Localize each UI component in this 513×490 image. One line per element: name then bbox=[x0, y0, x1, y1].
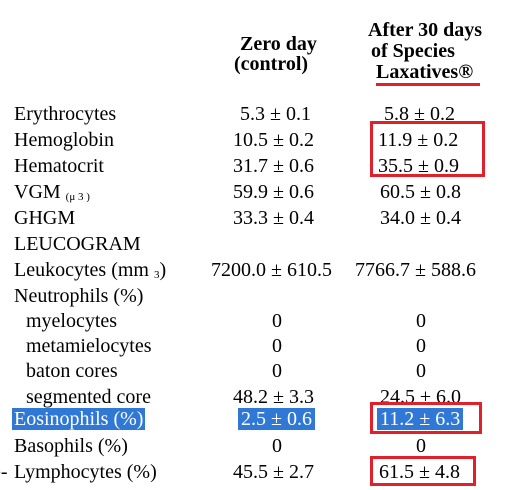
header-after-30-days: After 30 days bbox=[368, 19, 483, 41]
zero-segmented-core: 48.2 ± 3.3 bbox=[233, 386, 314, 408]
after-myelocytes: 0 bbox=[416, 310, 426, 332]
highlight-box-eosinophils bbox=[370, 402, 482, 434]
zero-lymphocytes: 45.5 ± 2.7 bbox=[233, 461, 314, 483]
row-prefix-fragment: e- bbox=[0, 461, 8, 483]
row-label-erythrocytes: Erythrocytes bbox=[14, 103, 117, 125]
zero-basophils: 0 bbox=[272, 435, 282, 457]
row-label-leukocytes-unit: 3 bbox=[153, 269, 160, 281]
zero-erythrocytes: 5.3 ± 0.1 bbox=[240, 103, 311, 125]
row-label-ghgm: GHGM bbox=[14, 207, 76, 229]
header-control: (control) bbox=[234, 53, 309, 75]
row-label-baton-cores: baton cores bbox=[26, 360, 118, 382]
row-label-metamielocytes: metamielocytes bbox=[26, 335, 152, 357]
after-metamielocytes: 0 bbox=[416, 335, 426, 357]
zero-eosinophils: 2.5 ± 0.6 bbox=[238, 408, 315, 430]
after-basophils: 0 bbox=[416, 435, 426, 457]
after-hematocrit: 35.5 ± 0.9 bbox=[378, 155, 459, 177]
header-laxatives-underline bbox=[376, 83, 480, 86]
after-baton-cores: 0 bbox=[416, 360, 426, 382]
row-label-neutrophils: Neutrophils (%) bbox=[14, 285, 144, 307]
after-vgm: 60.5 ± 0.8 bbox=[380, 181, 461, 203]
row-label-lymphocytes: Lymphocytes (%) bbox=[14, 461, 157, 483]
after-ghgm: 34.0 ± 0.4 bbox=[380, 207, 461, 229]
row-label-basophils: Basophils (%) bbox=[14, 435, 128, 457]
row-label-myelocytes: myelocytes bbox=[26, 310, 118, 332]
header-laxatives: Laxatives® bbox=[376, 61, 474, 83]
row-label-vgm-unit: (μ 3 ) bbox=[65, 191, 90, 203]
zero-ghgm: 33.3 ± 0.4 bbox=[233, 207, 314, 229]
row-label-leukocytes-suffix: ) bbox=[159, 259, 167, 281]
row-label-vgm-text: VGM bbox=[14, 181, 61, 203]
row-label-eosinophils: Eosinophils (%) bbox=[12, 408, 146, 430]
row-label-leukocytes: Leukocytes (mm 3) bbox=[14, 259, 166, 286]
row-label-hemoglobin: Hemoglobin bbox=[14, 129, 114, 151]
highlight-box-lymphocytes bbox=[370, 456, 476, 486]
row-label-leucogram: LEUCOGRAM bbox=[14, 233, 141, 255]
zero-vgm: 59.9 ± 0.6 bbox=[233, 181, 314, 203]
row-label-leukocytes-text: Leukocytes (mm bbox=[14, 259, 149, 281]
zero-leukocytes: 7200.0 ± 610.5 bbox=[211, 259, 332, 281]
zero-hemoglobin: 10.5 ± 0.2 bbox=[233, 129, 314, 151]
after-lymphocytes: 61.5 ± 4.8 bbox=[379, 461, 460, 483]
zero-metamielocytes: 0 bbox=[272, 335, 282, 357]
zero-baton-cores: 0 bbox=[272, 360, 282, 382]
zero-hematocrit: 31.7 ± 0.6 bbox=[233, 155, 314, 177]
header-of-species: of Species bbox=[371, 40, 455, 62]
after-erythrocytes: 5.8 ± 0.2 bbox=[384, 103, 455, 125]
after-hemoglobin: 11.9 ± 0.2 bbox=[378, 129, 459, 151]
zero-myelocytes: 0 bbox=[272, 310, 282, 332]
row-label-vgm: VGM (μ 3 ) bbox=[14, 181, 90, 208]
highlight-box-hemoglobin-hematocrit bbox=[370, 121, 485, 177]
after-leukocytes: 7766.7 ± 588.6 bbox=[355, 259, 476, 281]
row-label-hematocrit: Hematocrit bbox=[14, 155, 104, 177]
after-eosinophils: 11.2 ± 6.3 bbox=[377, 408, 464, 430]
row-label-segmented-core: segmented core bbox=[26, 386, 151, 408]
header-zero-day: Zero day bbox=[240, 33, 317, 55]
